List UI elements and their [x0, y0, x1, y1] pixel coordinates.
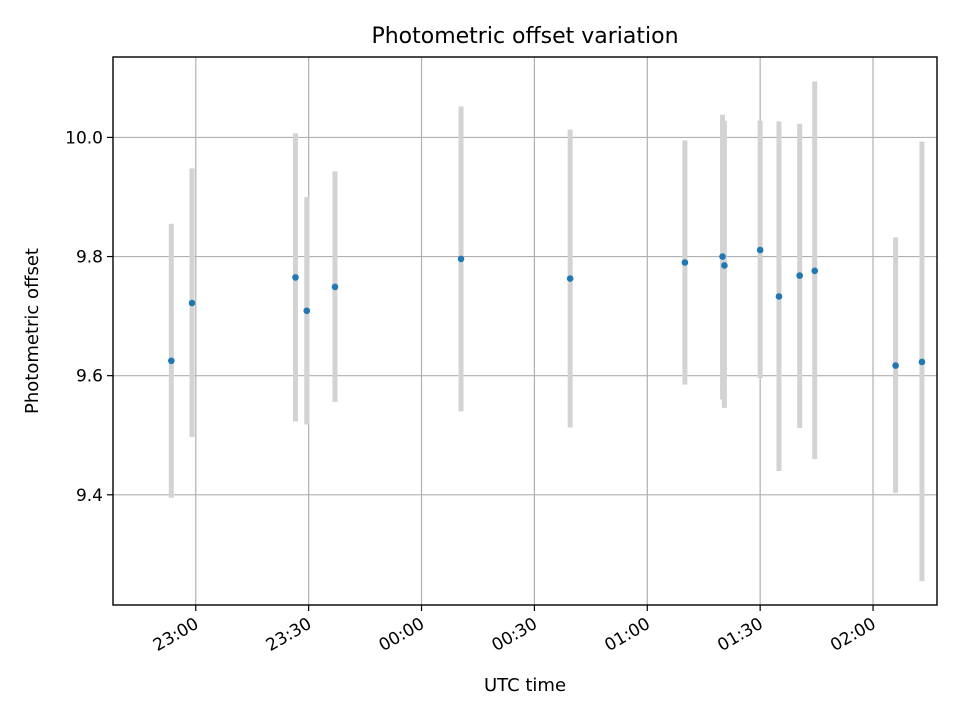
- data-point: [331, 283, 339, 291]
- y-tick-label: 9.8: [76, 248, 103, 268]
- data-point: [566, 275, 574, 282]
- data-point: [811, 267, 819, 275]
- data-point: [721, 262, 728, 269]
- data-point: [756, 246, 764, 254]
- data-point: [775, 293, 783, 300]
- data-points: [168, 246, 926, 369]
- y-tick-label: 9.4: [76, 486, 103, 506]
- x-axis-label: UTC time: [484, 675, 566, 696]
- data-point: [681, 259, 689, 266]
- data-point: [168, 357, 175, 365]
- x-tick-label: 23:00: [150, 614, 202, 656]
- data-point: [292, 274, 299, 281]
- error-bars: [168, 81, 925, 582]
- data-point: [918, 358, 926, 366]
- plot-frame: [112, 56, 938, 606]
- data-point: [457, 255, 465, 263]
- x-tick-label: 01:30: [714, 614, 766, 656]
- data-point: [892, 362, 899, 369]
- data-point: [188, 299, 196, 307]
- x-tick-label: 23:30: [263, 614, 315, 656]
- y-axis-ticks: 9.4 9.6 9.8 10.0: [65, 128, 113, 506]
- data-point: [303, 307, 311, 315]
- y-tick-label: 9.6: [76, 367, 103, 387]
- y-axis-label: Photometric offset: [22, 248, 43, 414]
- x-axis-ticks: 23:00 23:30 00:00 00:30 01:00 01:30 02:00: [150, 605, 880, 656]
- data-point: [796, 272, 803, 279]
- y-tick-label: 10.0: [65, 128, 103, 148]
- x-tick-label: 00:30: [488, 614, 540, 656]
- chart-title: Photometric offset variation: [371, 24, 678, 49]
- x-tick-label: 00:00: [376, 614, 428, 656]
- x-tick-label: 01:00: [601, 614, 653, 656]
- data-point: [719, 253, 726, 260]
- x-tick-label: 02:00: [827, 614, 879, 656]
